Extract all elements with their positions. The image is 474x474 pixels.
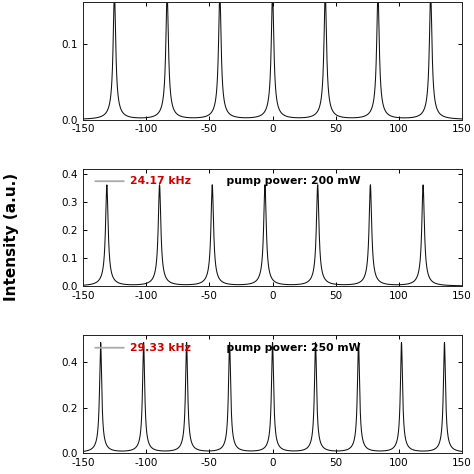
Text: pump power: 200 mW: pump power: 200 mW [219,176,361,186]
Text: 24.17 kHz: 24.17 kHz [130,176,191,186]
Text: 29.33 kHz: 29.33 kHz [130,343,191,353]
Text: pump power: 250 mW: pump power: 250 mW [219,343,361,353]
Text: Intensity (a.u.): Intensity (a.u.) [4,173,19,301]
